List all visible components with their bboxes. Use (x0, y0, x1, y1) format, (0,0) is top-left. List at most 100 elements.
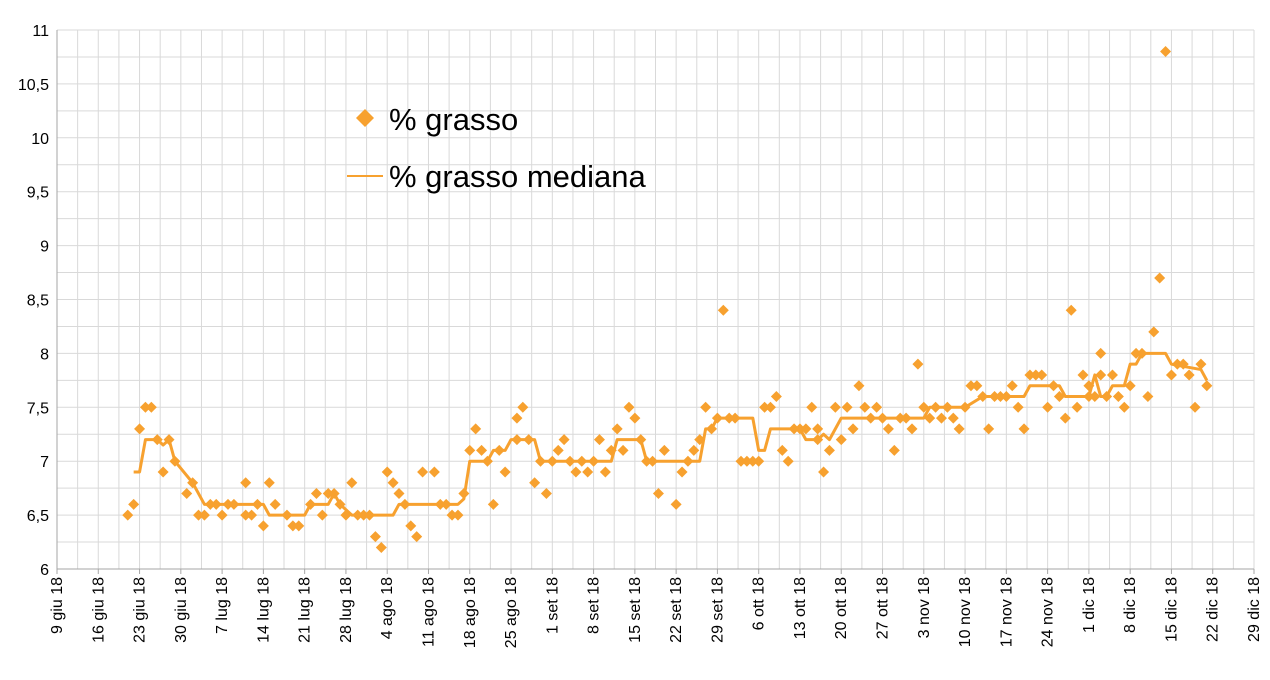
data-point (1000, 391, 1012, 403)
data-point (582, 466, 594, 478)
data-point (399, 498, 411, 510)
data-point (293, 520, 305, 532)
data-point (1130, 347, 1142, 359)
data-point (364, 509, 376, 521)
x-tick-label: 8 set 18 (586, 577, 603, 634)
data-point (782, 455, 794, 467)
data-point (287, 520, 299, 532)
data-point (871, 401, 883, 413)
data-point (983, 423, 995, 435)
y-axis-tick-labels: 6 6,5 7 7,5 8 8,5 9 9,5 10 10,5 11 (18, 23, 49, 579)
data-point (688, 444, 700, 456)
data-point (1189, 401, 1201, 413)
data-point (570, 466, 582, 478)
data-point (1095, 369, 1107, 381)
x-tick-label: 27 ott 18 (875, 577, 892, 639)
data-point (1024, 369, 1036, 381)
data-point (1160, 46, 1172, 58)
data-point (1083, 391, 1095, 403)
data-point (906, 423, 918, 435)
data-point (470, 423, 482, 435)
data-point (706, 423, 718, 435)
x-tick-label: 21 lug 18 (297, 577, 314, 643)
x-tick-label: 1 dic 18 (1081, 577, 1098, 633)
data-point (812, 423, 824, 435)
data-point (240, 509, 252, 521)
data-point (759, 401, 771, 413)
data-point (989, 391, 1001, 403)
data-point (446, 509, 458, 521)
data-point (263, 477, 275, 489)
data-point (481, 455, 493, 467)
data-point (316, 509, 328, 521)
data-point (546, 455, 558, 467)
data-point (375, 541, 387, 553)
data-point (764, 401, 776, 413)
data-point (417, 466, 429, 478)
x-tick-label: 15 set 18 (627, 577, 644, 643)
x-tick-label: 23 giu 18 (132, 577, 149, 643)
data-point (1036, 369, 1048, 381)
y-tick-label: 9 (40, 239, 49, 256)
data-point (1183, 369, 1195, 381)
data-point (1012, 401, 1024, 413)
data-point (411, 531, 423, 543)
data-point (694, 434, 706, 446)
x-tick-label: 4 ago 18 (379, 577, 396, 639)
data-point (1177, 358, 1189, 370)
data-point (841, 401, 853, 413)
data-point (358, 509, 370, 521)
data-point (193, 509, 205, 521)
x-tick-label: 22 set 18 (668, 577, 685, 643)
y-tick-label: 8,5 (27, 293, 49, 310)
data-point (1089, 391, 1101, 403)
data-point (818, 466, 830, 478)
data-point (617, 444, 629, 456)
data-point (1118, 401, 1130, 413)
data-point (405, 520, 417, 532)
data-point (747, 455, 759, 467)
data-point (641, 455, 653, 467)
data-point (452, 509, 464, 521)
data-point (1077, 369, 1089, 381)
data-point (588, 455, 600, 467)
data-point (953, 423, 965, 435)
y-tick-label: 10,5 (18, 77, 49, 94)
data-point (794, 423, 806, 435)
data-point (352, 509, 364, 521)
x-tick-label: 9 giu 18 (49, 577, 66, 634)
x-tick-label: 29 set 18 (709, 577, 726, 643)
data-point (334, 498, 346, 510)
x-tick-label: 10 nov 18 (957, 577, 974, 647)
data-point (770, 391, 782, 403)
x-tick-label: 1 set 18 (544, 577, 561, 634)
data-point (558, 434, 570, 446)
data-point (605, 444, 617, 456)
data-point (918, 401, 930, 413)
data-point (240, 477, 252, 489)
data-point (711, 412, 723, 424)
data-point (434, 498, 446, 510)
x-tick-label: 13 ott 18 (792, 577, 809, 639)
y-tick-label: 7 (40, 454, 49, 471)
x-tick-label: 3 nov 18 (916, 577, 933, 638)
data-point (965, 380, 977, 392)
data-point (959, 401, 971, 413)
x-tick-label: 18 ago 18 (462, 577, 479, 648)
data-point (369, 531, 381, 543)
data-point (428, 466, 440, 478)
x-tick-label: 29 dic 18 (1246, 577, 1263, 642)
data-point (517, 401, 529, 413)
data-point (440, 498, 452, 510)
y-tick-label: 7,5 (27, 400, 49, 417)
legend-label-line: % grasso mediana (389, 159, 647, 194)
data-point (882, 423, 894, 435)
data-point (629, 412, 641, 424)
data-point (1106, 369, 1118, 381)
data-point (1154, 272, 1166, 284)
data-point (647, 455, 659, 467)
data-point (228, 498, 240, 510)
y-tick-label: 6 (40, 562, 49, 579)
data-point (1201, 380, 1213, 392)
